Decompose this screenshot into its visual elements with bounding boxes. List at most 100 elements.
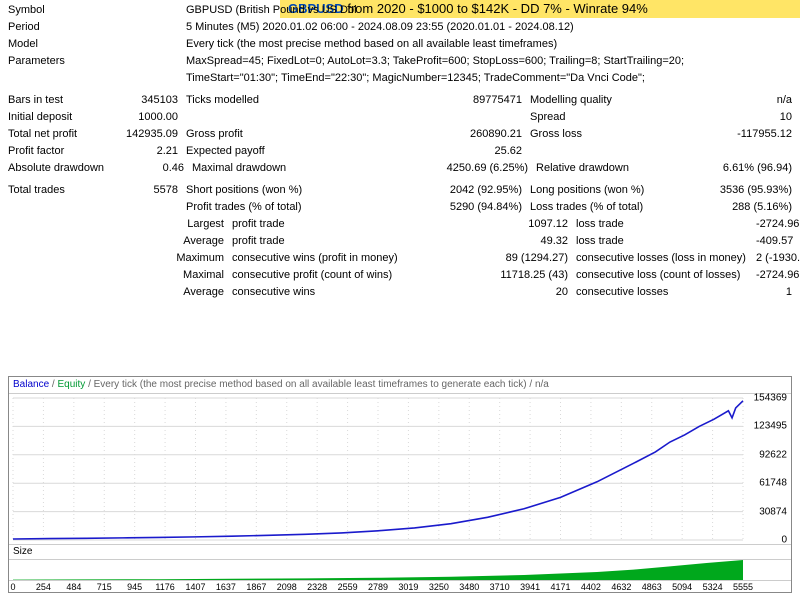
total-net-profit-value: 142935.09 <box>98 128 186 140</box>
maximal-label: Maximal <box>98 269 232 281</box>
loss-trades-label: Loss trades (% of total) <box>530 201 710 213</box>
average-profit-trade-value: 49.32 <box>432 235 576 247</box>
average2-label: Average <box>98 286 232 298</box>
largest-loss-trade-label: loss trade <box>576 218 756 230</box>
expected-payoff-label: Expected payoff <box>186 145 386 157</box>
avg-consec-losses-value: 1 <box>756 286 792 298</box>
symbol-value: GBPUSD (British Pound vs US Dol <box>186 4 792 16</box>
maximal-drawdown-value: 4250.69 (6.25%) <box>392 162 536 174</box>
chart-header-rest: / Every tick (the most precise method ba… <box>88 379 549 390</box>
profit-trades-label: Profit trades (% of total) <box>186 201 386 213</box>
initial-deposit-value: 1000.00 <box>98 111 186 123</box>
gross-profit-label: Gross profit <box>186 128 386 140</box>
x-tick: 5094 <box>672 582 692 592</box>
max-consec-wins-value: 89 (1294.27) <box>432 252 576 264</box>
gross-loss-label: Gross loss <box>530 128 710 140</box>
x-tick: 715 <box>97 582 112 592</box>
average-label: Average <box>98 235 232 247</box>
x-tick: 1176 <box>155 582 174 592</box>
largest-profit-trade-label: profit trade <box>232 218 432 230</box>
gross-loss-value: -117955.12 <box>710 128 792 140</box>
largest-profit-trade-value: 1097.12 <box>432 218 576 230</box>
long-positions-label: Long positions (won %) <box>530 184 710 196</box>
x-tick: 3941 <box>520 582 540 592</box>
maximum-label: Maximum <box>98 252 232 264</box>
x-tick: 5324 <box>703 582 723 592</box>
largest-loss-trade-value: -2724.96 <box>756 218 799 230</box>
period-label: Period <box>8 21 98 33</box>
initial-deposit-label: Initial deposit <box>8 111 98 123</box>
x-tick: 3019 <box>398 582 418 592</box>
avg-consec-losses-label: consecutive losses <box>576 286 756 298</box>
relative-drawdown-label: Relative drawdown <box>536 162 716 174</box>
parameters-line1: MaxSpread=45; FixedLot=0; AutoLot=3.3; T… <box>186 55 792 67</box>
x-tick: 2098 <box>277 582 297 592</box>
max-consec-wins-label: consecutive wins (profit in money) <box>232 252 432 264</box>
model-value: Every tick (the most precise method base… <box>186 38 792 50</box>
total-trades-label: Total trades <box>8 184 98 196</box>
x-tick: 3480 <box>459 582 479 592</box>
avg-consec-wins-value: 20 <box>432 286 576 298</box>
x-axis: 0254484715945117614071637186720982328255… <box>9 580 791 595</box>
profit-trades-value: 5290 (94.84%) <box>386 201 530 213</box>
x-tick: 4632 <box>611 582 631 592</box>
spread-label: Spread <box>530 111 710 123</box>
x-tick: 945 <box>127 582 142 592</box>
x-tick: 254 <box>36 582 51 592</box>
absolute-drawdown-label: Absolute drawdown <box>8 162 104 174</box>
short-positions-label: Short positions (won %) <box>186 184 386 196</box>
total-net-profit-label: Total net profit <box>8 128 98 140</box>
balance-equity-chart: 0308746174892622123495154369 <box>9 394 791 544</box>
total-trades-value: 5578 <box>98 184 186 196</box>
profit-factor-label: Profit factor <box>8 145 98 157</box>
report: Symbol GBPUSD (British Pound vs US Dol P… <box>8 4 792 303</box>
largest-label: Largest <box>98 218 232 230</box>
x-tick: 2559 <box>338 582 358 592</box>
x-tick: 1637 <box>216 582 236 592</box>
bars-value: 345103 <box>98 94 186 106</box>
x-tick: 2328 <box>307 582 327 592</box>
x-tick: 4402 <box>581 582 601 592</box>
max-consec-losses-value: 2 (-1930.44) <box>756 252 800 264</box>
x-tick: 3710 <box>490 582 510 592</box>
modelling-quality-label: Modelling quality <box>530 94 710 106</box>
gross-profit-value: 260890.21 <box>386 128 530 140</box>
maximal-drawdown-label: Maximal drawdown <box>192 162 392 174</box>
parameters-label: Parameters <box>8 55 98 67</box>
loss-trades-value: 288 (5.16%) <box>710 201 792 213</box>
x-tick: 5555 <box>733 582 753 592</box>
modelling-quality-value: n/a <box>710 94 792 106</box>
maximal-consec-loss-label: consecutive loss (count of losses) <box>576 269 756 281</box>
maximal-consec-profit-label: consecutive profit (count of wins) <box>232 269 432 281</box>
chart-header-balance: Balance <box>13 379 49 390</box>
parameters-line2: TimeStart="01:30"; TimeEnd="22:30"; Magi… <box>186 72 792 84</box>
spread-value: 10 <box>710 111 792 123</box>
x-tick: 1407 <box>185 582 205 592</box>
profit-factor-value: 2.21 <box>98 145 186 157</box>
maximal-consec-loss-value: -2724.96 (1) <box>756 269 800 281</box>
x-tick: 484 <box>66 582 81 592</box>
average-profit-trade-label: profit trade <box>232 235 432 247</box>
bars-label: Bars in test <box>8 94 98 106</box>
short-positions-value: 2042 (92.95%) <box>386 184 530 196</box>
size-chart <box>9 559 791 580</box>
chart-header-equity: Equity <box>57 379 85 390</box>
size-label: Size <box>9 544 791 559</box>
expected-payoff-value: 25.62 <box>386 145 530 157</box>
ticks-value: 89775471 <box>386 94 530 106</box>
max-consec-losses-label: consecutive losses (loss in money) <box>576 252 756 264</box>
period-value: 5 Minutes (M5) 2020.01.02 06:00 - 2024.0… <box>186 21 792 33</box>
symbol-label: Symbol <box>8 4 98 16</box>
x-tick: 4863 <box>642 582 662 592</box>
avg-consec-wins-label: consecutive wins <box>232 286 432 298</box>
average-loss-trade-value: -409.57 <box>756 235 793 247</box>
model-label: Model <box>8 38 98 50</box>
chart-area: Balance / Equity / Every tick (the most … <box>8 376 792 593</box>
average-loss-trade-label: loss trade <box>576 235 756 247</box>
x-tick: 1867 <box>246 582 266 592</box>
x-tick: 3250 <box>429 582 449 592</box>
chart-header: Balance / Equity / Every tick (the most … <box>9 377 791 394</box>
absolute-drawdown-value: 0.46 <box>104 162 192 174</box>
maximal-consec-profit-value: 11718.25 (43) <box>432 269 576 281</box>
relative-drawdown-value: 6.61% (96.94) <box>716 162 792 174</box>
